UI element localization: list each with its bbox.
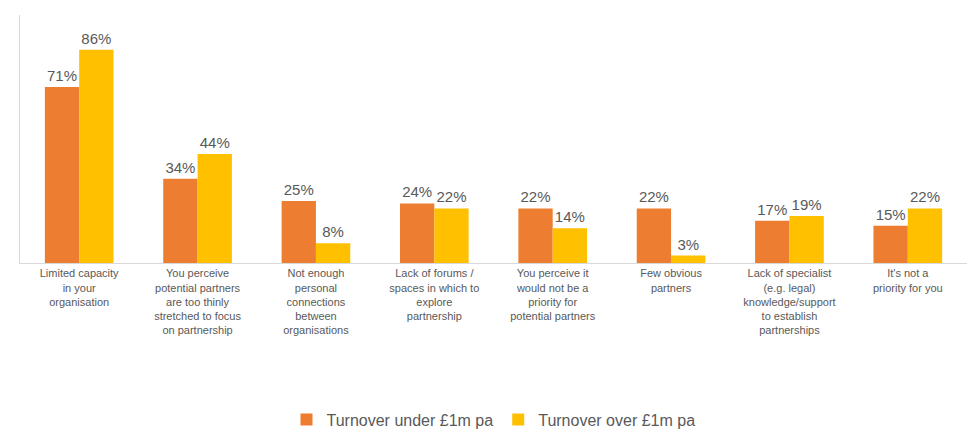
- svg-text:Turnover under £1m pa: Turnover under £1m pa: [327, 412, 494, 429]
- svg-text:It's not apriority for you: It's not apriority for you: [873, 267, 943, 293]
- svg-text:24%: 24%: [402, 183, 432, 200]
- svg-text:34%: 34%: [165, 159, 195, 176]
- svg-text:15%: 15%: [876, 206, 906, 223]
- svg-text:Not enoughpersonalconnectionsb: Not enoughpersonalconnectionsbetweenorga…: [283, 267, 349, 336]
- svg-text:22%: 22%: [521, 188, 551, 205]
- svg-text:You perceive itwould not be ap: You perceive itwould not be apriority fo…: [510, 267, 595, 322]
- svg-text:17%: 17%: [757, 201, 787, 218]
- svg-text:Limited capacityin yourorganis: Limited capacityin yourorganisation: [40, 267, 119, 308]
- svg-text:19%: 19%: [792, 196, 822, 213]
- svg-text:22%: 22%: [436, 188, 466, 205]
- svg-text:44%: 44%: [200, 134, 230, 151]
- svg-text:25%: 25%: [284, 181, 314, 198]
- svg-text:14%: 14%: [555, 208, 585, 225]
- svg-text:Turnover over £1m pa: Turnover over £1m pa: [538, 412, 695, 429]
- svg-text:You perceivepotential partners: You perceivepotential partnersare too th…: [154, 267, 241, 336]
- svg-text:3%: 3%: [677, 236, 699, 253]
- svg-text:22%: 22%: [910, 188, 940, 205]
- svg-text:Lack of forums /spaces in whic: Lack of forums /spaces in which toexplor…: [389, 267, 479, 322]
- svg-text:71%: 71%: [47, 67, 77, 84]
- svg-text:Lack of specialist(e.g. legal): Lack of specialist(e.g. legal)knowledge/…: [743, 267, 835, 336]
- svg-text:Few obviouspartners: Few obviouspartners: [640, 267, 702, 293]
- svg-text:22%: 22%: [639, 188, 669, 205]
- svg-text:86%: 86%: [81, 30, 111, 47]
- svg-text:8%: 8%: [322, 223, 344, 240]
